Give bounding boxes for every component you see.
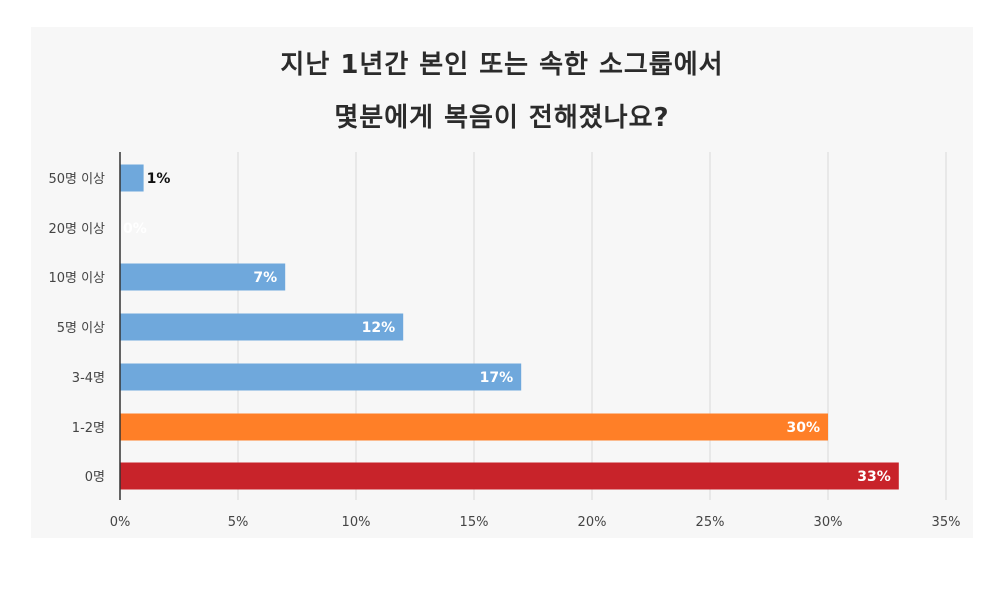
data-label: 7% <box>253 270 277 286</box>
category-label: 10명 이상 <box>48 271 105 286</box>
data-label: 17% <box>480 370 514 386</box>
x-tick-label: 30% <box>814 515 843 530</box>
bar <box>120 263 286 291</box>
category-label: 20명 이상 <box>48 222 105 237</box>
x-tick-label: 20% <box>578 515 607 530</box>
x-tick-label: 0% <box>110 515 131 530</box>
x-tick-label: 25% <box>696 515 725 530</box>
x-tick-label: 10% <box>342 515 371 530</box>
bar <box>120 313 404 341</box>
bar <box>120 462 899 490</box>
data-label: 33% <box>857 469 891 485</box>
data-label: 0% <box>123 221 147 237</box>
labels: 0% 5% 10% 15% 20% 25% 30% 35% 50명 이상 1% 20명 이상 0% 10… <box>48 171 960 530</box>
chart-title-line-2: 몇분에게 복음이 전해졌나요? <box>334 103 670 133</box>
data-label: 1% <box>147 171 171 187</box>
data-label: 12% <box>362 320 396 336</box>
bars <box>120 164 899 490</box>
x-tick-label: 15% <box>460 515 489 530</box>
bar <box>120 164 144 192</box>
category-label: 3-4명 <box>72 371 105 386</box>
category-label: 50명 이상 <box>48 172 105 187</box>
x-tick-label: 35% <box>932 515 961 530</box>
x-tick-label: 5% <box>228 515 249 530</box>
data-label: 30% <box>786 420 820 436</box>
category-label: 0명 <box>85 470 105 485</box>
category-label: 5명 이상 <box>57 321 105 336</box>
category-label: 1-2명 <box>72 421 105 436</box>
bar <box>120 413 828 441</box>
bar <box>120 363 522 391</box>
chart-title-line-1: 지난 1년간 본인 또는 속한 소그룹에서 <box>280 50 724 80</box>
gridlines <box>237 152 947 500</box>
